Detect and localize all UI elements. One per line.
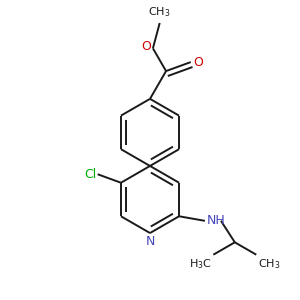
Text: N: N xyxy=(145,235,155,248)
Text: O: O xyxy=(142,40,152,53)
Text: CH$_3$: CH$_3$ xyxy=(148,6,171,20)
Text: NH: NH xyxy=(206,214,225,227)
Text: Cl: Cl xyxy=(84,168,96,181)
Text: CH$_3$: CH$_3$ xyxy=(258,257,280,271)
Text: O: O xyxy=(193,56,203,69)
Text: H$_3$C: H$_3$C xyxy=(189,257,212,271)
